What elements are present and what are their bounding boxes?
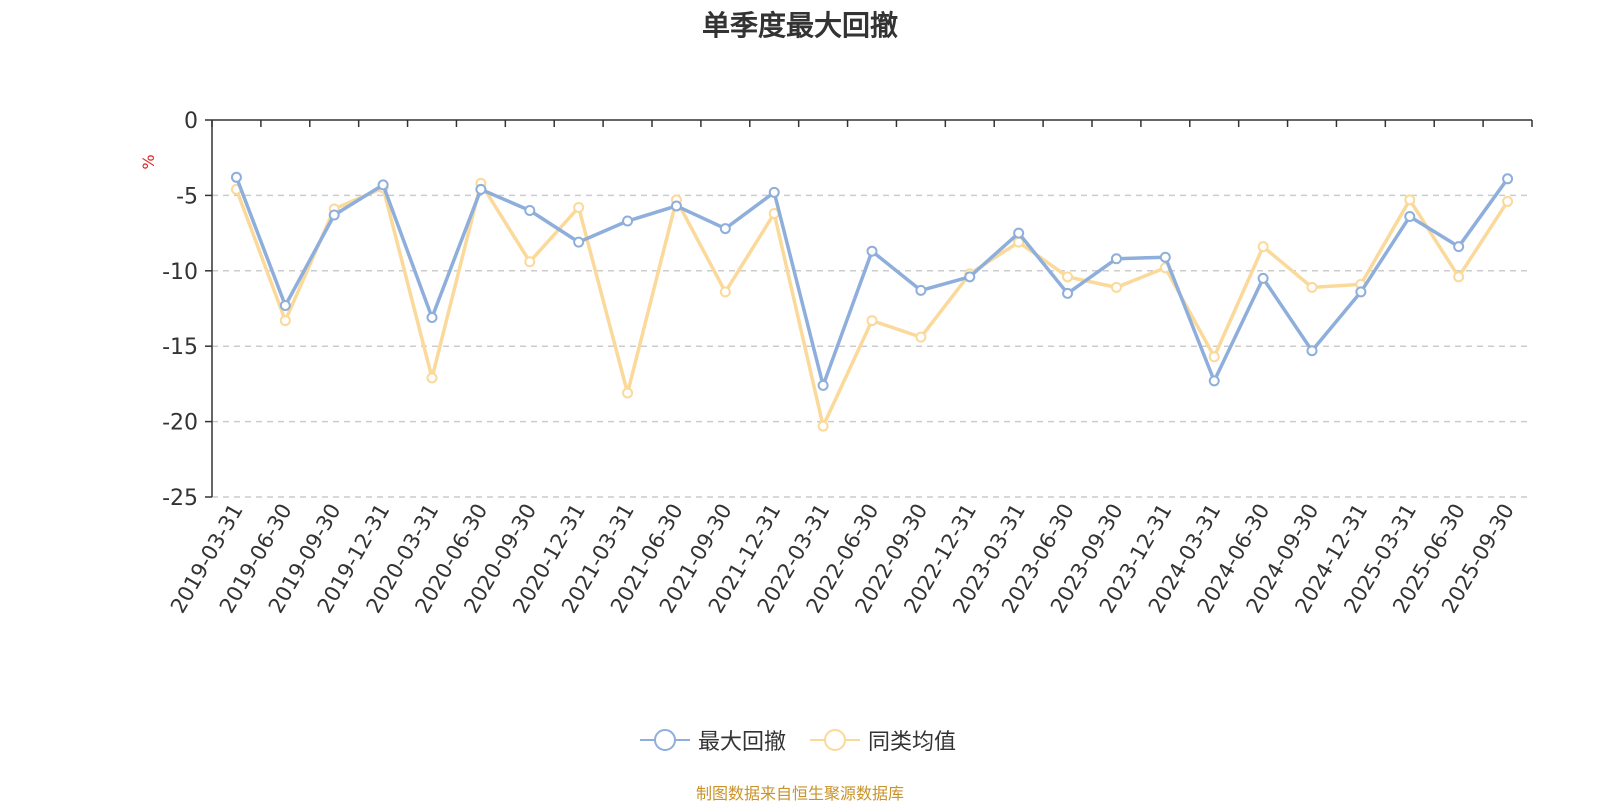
data-point [1453, 241, 1465, 253]
data-point [1013, 227, 1025, 239]
data-point [230, 171, 242, 183]
data-point [524, 204, 536, 216]
data-point [1453, 271, 1465, 283]
data-point [1110, 281, 1122, 293]
data-point [768, 186, 780, 198]
data-point [1159, 251, 1171, 263]
y-tick-label: -15 [162, 335, 198, 360]
data-point [817, 420, 829, 432]
data-point [622, 387, 634, 399]
data-point [1257, 241, 1269, 253]
data-point [1208, 351, 1220, 363]
data-point [1404, 211, 1416, 223]
data-point [475, 183, 487, 195]
data-point [573, 236, 585, 248]
data-point [1062, 287, 1074, 299]
data-point [377, 179, 389, 191]
data-point [1306, 281, 1318, 293]
y-axis-label: % [139, 154, 158, 169]
data-point [426, 312, 438, 324]
data-point [1257, 272, 1269, 284]
data-point [866, 315, 878, 327]
data-point [524, 256, 536, 268]
legend-swatch-series-1 [640, 728, 690, 752]
y-tick-label: -5 [176, 184, 198, 209]
data-point [573, 201, 585, 213]
data-point [1306, 345, 1318, 357]
data-point [1502, 195, 1514, 207]
x-tick-labels: 2019-03-312019-06-302019-09-302019-12-31… [166, 499, 1519, 617]
data-point [719, 223, 731, 235]
y-tick-label: -25 [162, 486, 198, 511]
data-point [279, 299, 291, 311]
legend-swatch-series-2 [810, 728, 861, 752]
data-point [426, 372, 438, 384]
data-point [1062, 271, 1074, 283]
legend-label-series-2: 同类均值 [868, 730, 957, 755]
data-point [622, 215, 634, 227]
data-point [964, 271, 976, 283]
chart-title: 单季度最大回撤 [701, 9, 898, 42]
grid-lines [212, 194, 1532, 498]
data-point [328, 209, 340, 221]
series-lines [230, 171, 1514, 432]
data-point [1355, 286, 1367, 298]
axes [205, 119, 1533, 498]
data-point [670, 200, 682, 212]
legend-label-series-1: 最大回撤 [698, 730, 787, 755]
data-point [915, 284, 927, 296]
y-tick-label: 0 [184, 109, 198, 134]
y-tick-labels: 0 -5 -10 -15 -20 -25 [162, 109, 198, 511]
data-point [915, 331, 927, 343]
source-note: 制图数据来自恒生聚源数据库 [695, 784, 904, 803]
data-point [1208, 375, 1220, 387]
data-point [817, 379, 829, 391]
data-point [1110, 253, 1122, 265]
legend: 最大回撤 同类均值 [640, 720, 956, 760]
data-point [1404, 194, 1416, 206]
data-point [866, 245, 878, 257]
data-point [279, 315, 291, 327]
data-point [719, 286, 731, 298]
data-point [1502, 173, 1514, 185]
y-tick-label: -10 [162, 260, 198, 285]
y-tick-label: -20 [162, 411, 198, 436]
